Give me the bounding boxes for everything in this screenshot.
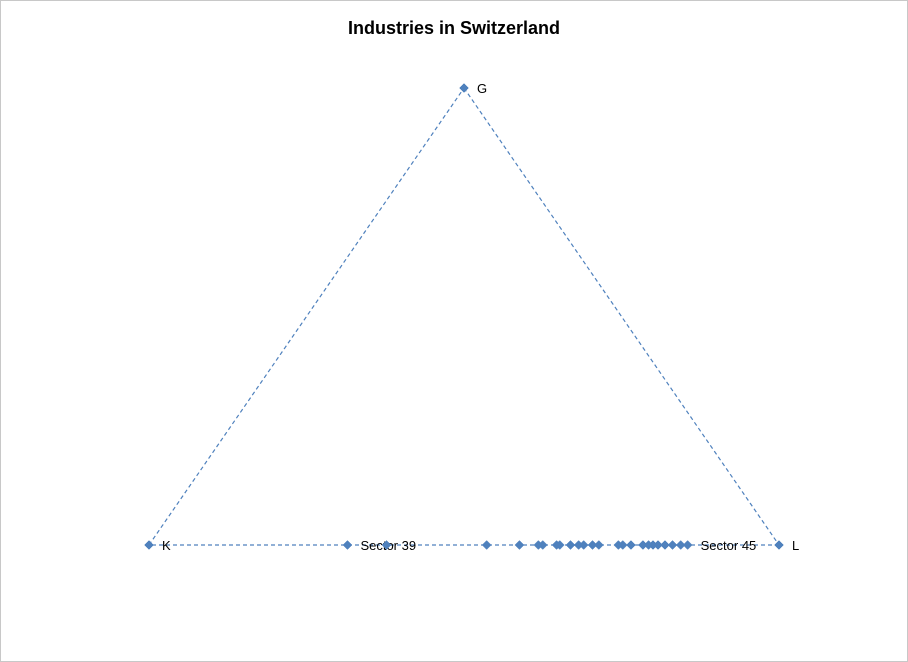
data-point <box>381 540 392 550</box>
chart-title: Industries in Switzerland <box>347 18 561 38</box>
data-point <box>537 540 548 550</box>
data-point <box>682 540 693 550</box>
data-point <box>481 540 492 550</box>
data-point <box>593 540 604 550</box>
triangle-edge-G-L <box>463 87 780 546</box>
data-point <box>565 540 576 550</box>
data-point <box>578 540 589 550</box>
vertex-label: L <box>792 538 799 553</box>
data-point <box>342 540 353 550</box>
data-point <box>675 540 686 550</box>
data-point <box>554 540 565 550</box>
data-point <box>653 540 663 550</box>
vertex-marker-L <box>774 540 784 550</box>
vertex-marker-K <box>144 540 154 550</box>
triangle-edge-K-G <box>148 87 465 546</box>
data-point <box>626 540 636 550</box>
data-point <box>617 540 628 550</box>
data-point <box>514 540 525 550</box>
data-point <box>667 540 678 550</box>
point-label: Sector 45 <box>701 538 757 553</box>
vertex-label: G <box>477 81 487 96</box>
vertex-label: K <box>162 538 171 553</box>
data-point <box>660 540 670 550</box>
vertex-marker-G <box>459 83 469 93</box>
